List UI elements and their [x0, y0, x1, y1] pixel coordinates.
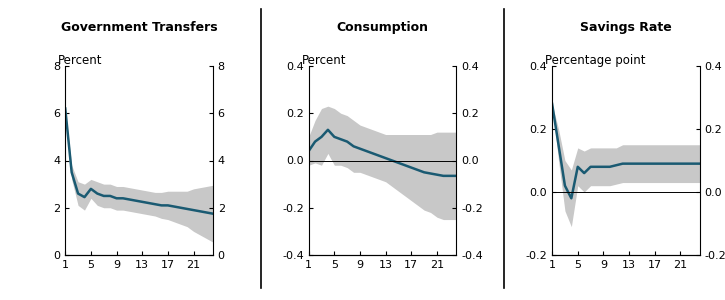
Text: Savings Rate: Savings Rate [580, 21, 672, 34]
Text: Percentage point: Percentage point [545, 54, 645, 67]
Text: Percent: Percent [58, 54, 102, 67]
Text: Consumption: Consumption [336, 21, 428, 34]
Text: Government Transfers: Government Transfers [61, 21, 217, 34]
Text: Percent: Percent [302, 54, 346, 67]
